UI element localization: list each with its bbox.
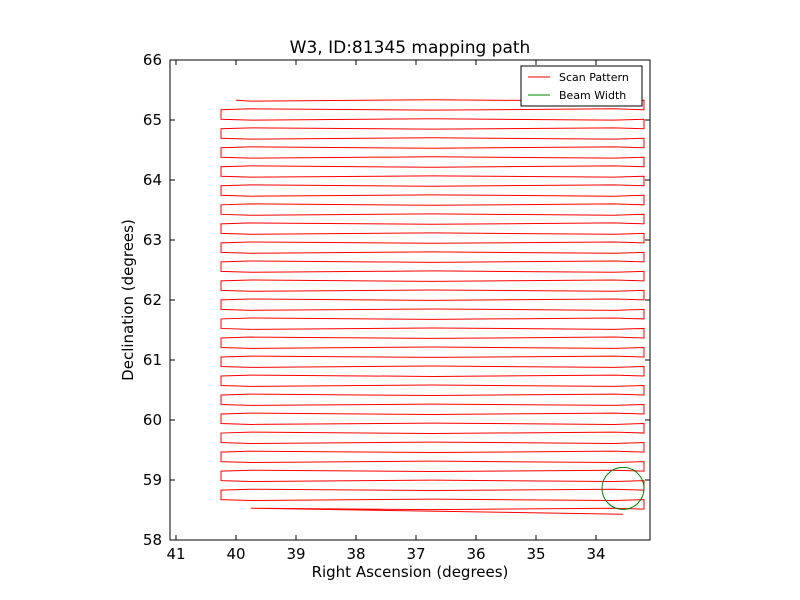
y-tick-label: 61 xyxy=(143,351,162,369)
y-tick-label: 60 xyxy=(143,411,162,429)
scan-pattern-line xyxy=(220,99,645,515)
x-tick-label: 38 xyxy=(346,545,365,563)
legend-label-beam-width: Beam Width xyxy=(559,89,626,102)
x-tick-label: 40 xyxy=(226,545,245,563)
x-tick-label: 41 xyxy=(166,545,185,563)
y-axis-ticks: 58 59 60 61 62 63 64 65 66 xyxy=(143,51,650,549)
legend-box xyxy=(520,65,643,107)
x-tick-label: 36 xyxy=(466,545,485,563)
x-tick-label: 39 xyxy=(286,545,305,563)
scan-pattern-path xyxy=(220,99,645,515)
legend-label-scan-pattern: Scan Pattern xyxy=(559,71,629,84)
x-axis-ticks: 41 40 39 38 37 36 35 34 xyxy=(166,60,606,563)
x-tick-label: 37 xyxy=(406,545,425,563)
chart-title: W3, ID:81345 mapping path xyxy=(290,38,531,58)
x-tick-label: 35 xyxy=(526,545,545,563)
y-tick-label: 62 xyxy=(143,291,162,309)
y-tick-label: 58 xyxy=(143,531,162,549)
y-tick-label: 63 xyxy=(143,231,162,249)
plot-area xyxy=(169,59,651,541)
x-tick-label: 34 xyxy=(586,545,605,563)
y-axis-label: Declination (degrees) xyxy=(119,219,137,381)
x-axis-label: Right Ascension (degrees) xyxy=(312,563,509,581)
y-tick-label: 59 xyxy=(143,471,162,489)
y-tick-label: 65 xyxy=(143,111,162,129)
y-tick-label: 66 xyxy=(143,51,162,69)
beam-width-circle xyxy=(601,466,645,510)
y-tick-label: 64 xyxy=(143,171,162,189)
legend: Scan Pattern Beam Width xyxy=(520,65,643,107)
